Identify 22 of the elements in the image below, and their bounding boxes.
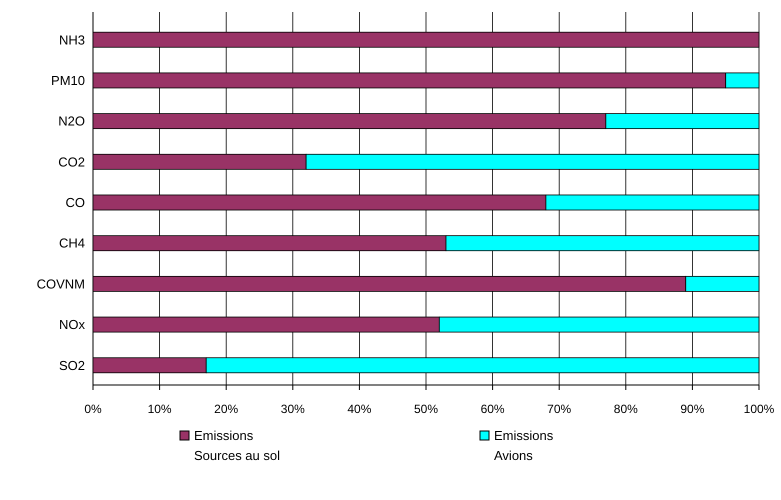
y-tick-label: NH3 <box>58 32 85 48</box>
x-tick-label: 80% <box>614 402 638 416</box>
y-tick-label: CH4 <box>58 236 85 251</box>
x-tick-label: 30% <box>280 402 306 416</box>
x-tick-label: 50% <box>414 402 438 416</box>
x-tick-label: 10% <box>148 402 172 416</box>
x-tick-label: 60% <box>480 402 505 416</box>
x-tick-label: 70% <box>547 402 572 416</box>
legend-label: Emissions Sources au sol <box>194 428 280 463</box>
y-tick-label: N2O <box>58 114 85 129</box>
x-tick-label: 90% <box>680 402 705 416</box>
x-tick-label: 20% <box>214 402 239 416</box>
y-tick-label: PM10 <box>51 72 85 88</box>
x-tick-label: 100% <box>744 402 775 416</box>
x-tick-label: 0% <box>84 402 102 416</box>
y-tick-label: CO <box>66 195 85 210</box>
y-tick-label: COVNM <box>36 276 85 292</box>
y-tick-label: NOx <box>59 317 86 332</box>
x-tick-label: 40% <box>347 402 372 416</box>
y-tick-label: CO2 <box>58 154 85 170</box>
y-tick-label: SO2 <box>58 358 85 373</box>
legend-label: Emissions Avions <box>494 428 554 463</box>
